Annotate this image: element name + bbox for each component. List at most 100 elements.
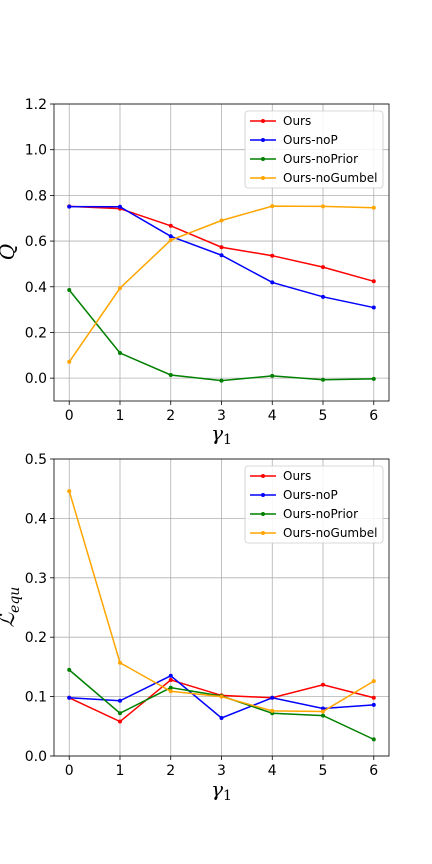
data-point (321, 709, 326, 714)
data-point (219, 378, 224, 383)
y-axis-label: Q (0, 244, 19, 260)
legend-marker (261, 493, 265, 497)
legend-marker (261, 138, 265, 142)
data-point (117, 711, 122, 716)
data-point (371, 305, 376, 310)
data-point (321, 265, 326, 270)
data-point (321, 713, 326, 718)
data-point (321, 294, 326, 299)
data-point (168, 372, 173, 377)
data-point (168, 234, 173, 239)
data-point (371, 679, 376, 684)
data-point (117, 698, 122, 703)
legend-marker (261, 531, 265, 535)
series-ours-noprior (67, 287, 376, 383)
data-point (168, 223, 173, 228)
data-point (67, 287, 72, 292)
x-tick-label: 2 (166, 763, 175, 779)
data-point (117, 719, 122, 724)
data-point (168, 689, 173, 694)
legend-marker (261, 157, 265, 161)
x-tick-label: 3 (217, 408, 226, 424)
data-point (270, 373, 275, 378)
y-tick-label: 0.0 (25, 749, 47, 765)
data-point (371, 205, 376, 210)
data-point (219, 253, 224, 258)
data-point (168, 677, 173, 682)
y-tick-label: 0.0 (25, 371, 47, 387)
x-tick-label: 5 (319, 408, 328, 424)
chart-q: 0 1 2 3 4 5 6 0.0 0.2 0.4 0.6 0.8 1.0 1.2 γ1 Q Ours Ours-… (0, 97, 390, 448)
data-point (117, 286, 122, 291)
x-tick-label: 4 (268, 763, 277, 779)
data-point (117, 660, 122, 665)
legend-label: Ours (283, 469, 311, 483)
legend-label: Ours-noP (283, 133, 338, 147)
legend-marker (261, 512, 265, 516)
legend-item: Ours-noP (250, 488, 338, 502)
series-ours-nogumbel (67, 489, 376, 714)
y-tick-label: 0.1 (25, 690, 47, 706)
chart-l-equ: 0 1 2 3 4 5 6 0.0 0.1 0.2 0.3 0.4 0.5 γ1 ℒequ Ours Ours-… (0, 452, 390, 804)
legend-item: Ours-noGumbel (250, 171, 377, 185)
y-tick-label: 1.0 (25, 143, 47, 159)
y-tick-label: 0.2 (25, 630, 47, 646)
data-point (67, 695, 72, 700)
legend-item: Ours (250, 114, 311, 128)
data-point (270, 204, 275, 209)
data-point (371, 376, 376, 381)
legend-marker (261, 176, 265, 180)
x-tick-label: 6 (369, 763, 378, 779)
x-tick-label: 3 (217, 763, 226, 779)
data-point (270, 253, 275, 258)
x-tick-label: 4 (268, 408, 277, 424)
data-point (67, 489, 72, 494)
y-tick-label: 1.2 (25, 97, 47, 113)
legend-label: Ours-noPrior (283, 507, 358, 521)
legend: Ours Ours-noP Ours-noPrior Ours-noGumbel (244, 110, 384, 189)
legend-item: Ours-noGumbel (250, 526, 377, 540)
data-point (219, 694, 224, 699)
data-point (67, 359, 72, 364)
data-point (270, 280, 275, 285)
legend-box (244, 465, 384, 544)
legend-label: Ours-noGumbel (283, 171, 377, 185)
y-tick-label: 0.2 (25, 325, 47, 341)
legend-label: Ours-noPrior (283, 152, 358, 166)
x-tick-label: 2 (166, 408, 175, 424)
data-point (371, 702, 376, 707)
data-point (219, 218, 224, 223)
data-point (270, 695, 275, 700)
legend-item: Ours-noPrior (250, 152, 358, 166)
legend: Ours Ours-noP Ours-noPrior Ours-noGumbel (244, 465, 384, 544)
x-axis-label: γ1 (211, 777, 232, 804)
x-tick-label: 1 (116, 408, 125, 424)
x-tick-label: 5 (319, 763, 328, 779)
legend-marker (261, 474, 265, 478)
x-tick-label: 0 (65, 763, 74, 779)
data-point (67, 204, 72, 209)
legend-box (244, 110, 384, 189)
legend-label: Ours-noP (283, 488, 338, 502)
data-point (321, 377, 326, 382)
y-axis-label: ℒequ (0, 587, 23, 628)
data-point (371, 279, 376, 284)
x-tick-label: 1 (116, 763, 125, 779)
y-tick-label: 0.8 (25, 188, 47, 204)
series-ours-nop (67, 204, 376, 310)
x-axis-label: γ1 (211, 421, 232, 448)
y-tick-label: 0.4 (25, 280, 47, 296)
data-point (321, 204, 326, 209)
x-tick-label: 0 (65, 408, 74, 424)
data-point (168, 685, 173, 690)
y-tick-label: 0.4 (25, 511, 47, 527)
legend-label: Ours-noGumbel (283, 526, 377, 540)
data-point (168, 238, 173, 243)
y-tick-label: 0.3 (25, 571, 47, 587)
data-point (168, 673, 173, 678)
legend-item: Ours (250, 469, 311, 483)
series-ours-nop (67, 673, 376, 720)
legend-item: Ours-noPrior (250, 507, 358, 521)
data-point (371, 737, 376, 742)
